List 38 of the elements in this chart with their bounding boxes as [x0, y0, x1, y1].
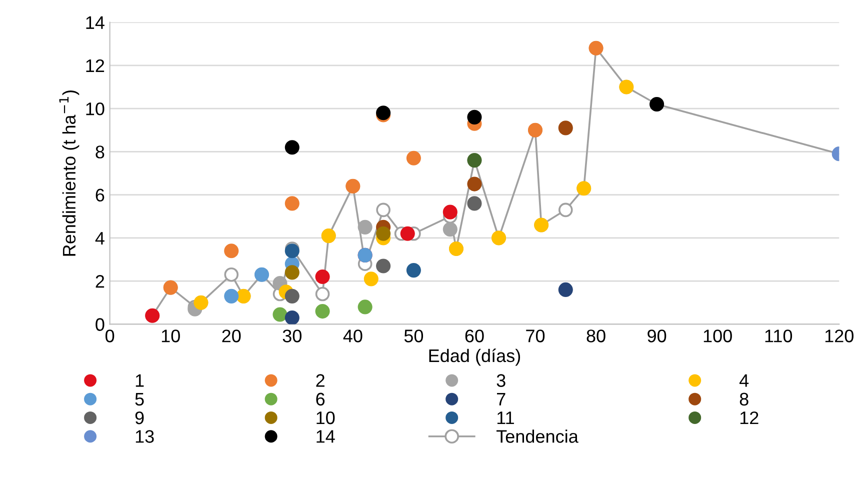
y-tick-label: 10 — [86, 102, 104, 116]
legend-label: 12 — [740, 411, 758, 424]
y-tick-label: 12 — [86, 59, 104, 72]
y-tick-label: 8 — [96, 146, 104, 158]
legend-label: 1 — [136, 374, 144, 387]
legend-label: 11 — [497, 412, 514, 424]
x-tick-label: 40 — [343, 330, 362, 342]
x-tick-label: 100 — [704, 330, 732, 342]
x-axis-title: Edad (días) — [429, 348, 520, 366]
x-tick-label: 10 — [162, 330, 180, 342]
legend-label: 4 — [740, 374, 749, 387]
legend-label: 7 — [497, 392, 506, 406]
y-tick-label: 2 — [96, 275, 104, 288]
x-tick-label: 30 — [282, 330, 302, 342]
legend-label: 5 — [135, 392, 144, 406]
legend-label: 13 — [136, 430, 154, 443]
x-tick-label: 110 — [765, 330, 792, 342]
x-tick-label: 70 — [526, 330, 545, 342]
legend-label: 2 — [316, 374, 324, 387]
legend-label: 14 — [316, 430, 335, 443]
y-axis-title: Rendimiento (t ha$^{−1}$) — [59, 90, 80, 256]
y-tick-label: 0 — [96, 318, 104, 331]
y-tick-label: 14 — [86, 16, 104, 29]
x-tick-label: 120 — [825, 330, 854, 342]
x-tick-label: 80 — [586, 330, 606, 342]
x-tick-label: 20 — [222, 330, 241, 342]
y-tick-label: 4 — [95, 232, 104, 244]
x-tick-label: 60 — [465, 330, 484, 342]
legend-label: 8 — [740, 392, 748, 406]
legend-label: Tendencia — [496, 430, 578, 443]
legend-label: 9 — [135, 411, 144, 424]
legend-label: 3 — [496, 374, 506, 387]
x-tick-label: 90 — [648, 330, 666, 342]
x-tick-label: 0 — [106, 330, 114, 342]
legend-label: 6 — [316, 392, 325, 406]
y-tick-label: 6 — [96, 188, 104, 202]
legend-label: 10 — [316, 411, 335, 424]
x-tick-label: 50 — [404, 330, 424, 342]
